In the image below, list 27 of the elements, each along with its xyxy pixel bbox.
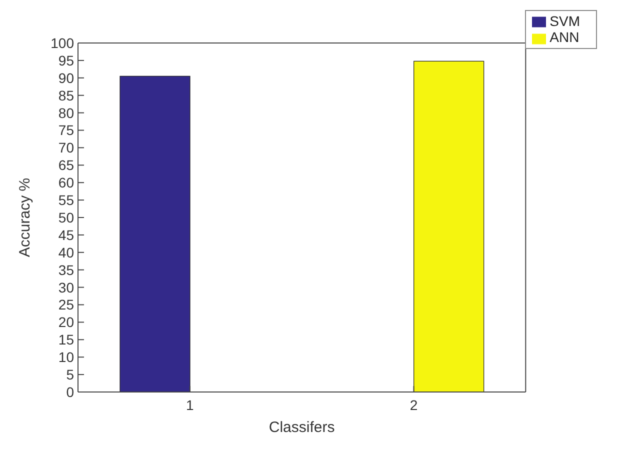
y-tick-label: 70 xyxy=(58,140,74,156)
y-tick-label: 95 xyxy=(58,52,74,68)
y-tick-label: 5 xyxy=(66,366,74,383)
y-tick-label: 0 xyxy=(66,384,74,400)
y-tick-label: 60 xyxy=(58,174,74,191)
y-tick-label: 100 xyxy=(50,34,74,51)
y-tick-label: 10 xyxy=(58,349,74,366)
y-tick-label: 80 xyxy=(58,104,74,121)
y-axis-title: Accuracy % xyxy=(16,178,34,258)
legend-label: ANN xyxy=(550,29,580,46)
y-tick-label: 90 xyxy=(58,70,74,86)
y-tick-label: 20 xyxy=(58,314,74,330)
x-tick-label: 1 xyxy=(186,396,194,413)
y-tick-label: 85 xyxy=(58,87,74,104)
y-tick-label: 30 xyxy=(58,279,74,296)
y-tick-label: 50 xyxy=(58,209,74,226)
y-tick-label: 15 xyxy=(58,332,74,348)
legend-label: SVM xyxy=(550,13,580,29)
y-tick-label: 55 xyxy=(58,192,74,208)
y-tick-label: 40 xyxy=(58,244,74,260)
y-tick-label: 75 xyxy=(58,122,74,138)
y-tick-label: 65 xyxy=(58,157,74,174)
y-tick-label: 45 xyxy=(58,226,74,243)
y-tick-label: 25 xyxy=(58,296,74,313)
x-tick-label: 2 xyxy=(410,396,418,413)
y-tick-label: 35 xyxy=(58,262,74,278)
x-axis-title: Classifers xyxy=(268,419,335,436)
